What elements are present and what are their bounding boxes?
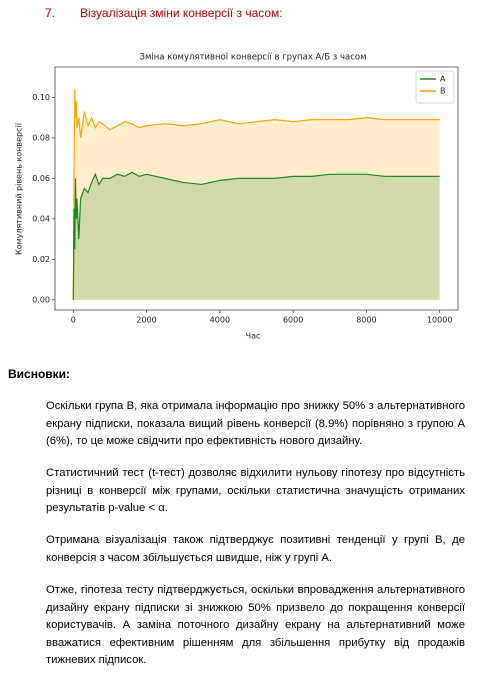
line <box>72 171 440 300</box>
x-tick-label: 2000 <box>136 316 156 325</box>
x-tick-label: 4000 <box>210 316 230 325</box>
y-tick-label: 0.08 <box>32 133 50 142</box>
area <box>73 89 440 300</box>
y-axis-label: Комулятивний рівень конверсії <box>15 122 24 255</box>
heading-title: Візуалізація зміни конверсії з часом: <box>80 6 283 20</box>
paragraph: Отримана візуалізація також підтверджує … <box>46 534 465 564</box>
plot-frame <box>54 66 459 311</box>
y-tick-label: 0.04 <box>32 214 50 223</box>
y-tick-label: 0.10 <box>32 93 50 102</box>
x-tick-label: 10000 <box>427 316 452 325</box>
line <box>72 89 440 300</box>
x-tick-label: 0 <box>71 316 76 325</box>
paragraph: Отже, гіпотеза тесту підтверджується, ос… <box>46 584 465 666</box>
x-tick-label: 6000 <box>283 316 303 325</box>
heading-number: 7. <box>45 6 56 20</box>
conclusions-title: Висновки: <box>8 367 71 381</box>
y-tick-label: 0.06 <box>32 174 50 183</box>
legend-label: B <box>440 87 446 96</box>
y-tick-label: 0.02 <box>32 255 50 264</box>
chart-title: Зміна комулятивної конверсії в групах А/… <box>140 53 367 63</box>
area <box>73 172 440 300</box>
x-tick-label: 8000 <box>356 316 376 325</box>
chart: Зміна комулятивної конверсії в групах А/… <box>15 53 459 341</box>
x-axis-label: Час <box>246 332 261 341</box>
legend-box <box>415 70 455 104</box>
paragraph: Статистичний тест (t-тест) дозволяє відх… <box>46 467 465 514</box>
legend-label: A <box>440 75 446 84</box>
y-tick-label: 0.00 <box>32 295 50 304</box>
paragraph: Оскільки група B, яка отримала інформаці… <box>46 400 465 447</box>
